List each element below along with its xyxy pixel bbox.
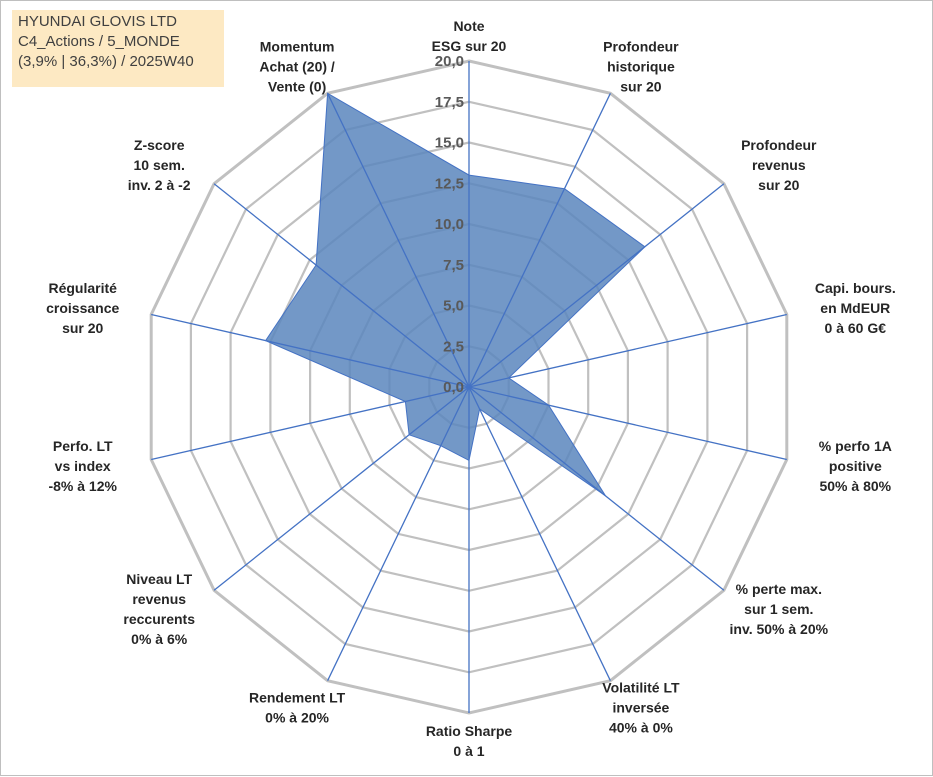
axis-label-3: Profondeur revenus sur 20: [741, 137, 817, 193]
tick-label: 7,5: [443, 257, 464, 274]
chart-title-line-1: HYUNDAI GLOVIS LTD: [18, 13, 177, 30]
chart-title-line-3: (3,9% | 36,3%) / 2025W40: [18, 53, 194, 70]
axis-spoke-11: [151, 386, 470, 461]
axis-label-6: % perte max. sur 1 sem. inv. 50% à 20%: [730, 581, 829, 637]
axis-label-12: Régularité croissance sur 20: [46, 280, 119, 336]
axis-spoke-2: [468, 93, 611, 388]
tick-label: 0,0: [443, 379, 464, 396]
axis-label-11: Perfo. LT vs index -8% à 12%: [48, 438, 117, 494]
axis-label-10: Niveau LT revenus reccurents 0% à 6%: [123, 571, 195, 647]
axis-label-13: Z-score 10 sem. inv. 2 à -2: [128, 137, 191, 193]
axis-label-14: Momentum Achat (20) / Vente (0): [259, 38, 335, 94]
axis-spoke-9: [327, 386, 470, 681]
tick-label: 20,0: [435, 53, 464, 70]
axis-spoke-6: [468, 386, 725, 591]
chart-title-box: HYUNDAI GLOVIS LTD C4_Actions / 5_MONDE …: [12, 10, 224, 87]
tick-label: 12,5: [435, 175, 464, 192]
axis-spoke-12: [151, 313, 470, 388]
axis-spoke-7: [468, 386, 611, 681]
tick-label: 17,5: [435, 94, 464, 111]
axis-spoke-3: [468, 183, 725, 388]
tick-label: 10,0: [435, 216, 464, 233]
axis-spoke-13: [213, 183, 470, 388]
data-series-area: [264, 92, 646, 497]
axis-label-2: Profondeur historique sur 20: [603, 38, 679, 94]
axis-spoke-10: [213, 386, 470, 591]
axis-spoke-14: [327, 93, 470, 388]
axis-label-4: Capi. bours. en MdEUR 0 à 60 G€: [815, 280, 896, 336]
axis-label-5: % perfo 1A positive 50% à 80%: [819, 438, 892, 494]
tick-label: 2,5: [443, 338, 464, 355]
axis-spoke-4: [468, 313, 787, 388]
tick-label: 5,0: [443, 298, 464, 315]
axis-label-8: Ratio Sharpe 0 à 1: [426, 723, 513, 759]
axis-label-7: Volatilité LT inversée 40% à 0%: [602, 680, 680, 736]
axis-label-1: Note ESG sur 20: [432, 18, 507, 54]
tick-label: 15,0: [435, 135, 464, 152]
chart-title-line-2: C4_Actions / 5_MONDE: [18, 33, 180, 50]
axis-spoke-5: [468, 386, 787, 461]
axis-label-9: Rendement LT 0% à 20%: [249, 690, 346, 726]
